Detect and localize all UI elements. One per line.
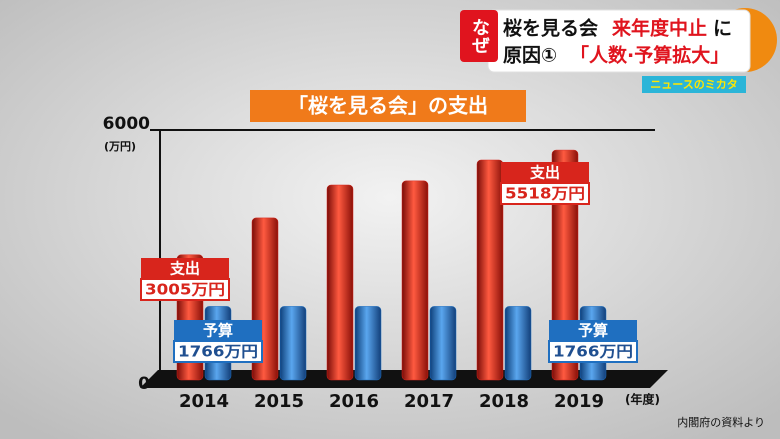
series-name: 予算: [578, 322, 608, 340]
value-label: 3005万円: [145, 281, 225, 299]
value-label-box: [140, 278, 230, 301]
bar: [279, 306, 307, 381]
x-tick-label: 2016: [329, 391, 379, 412]
x-tick-label: 2019: [554, 391, 604, 412]
value-label-box: [500, 182, 590, 205]
value-label: 1766万円: [178, 343, 258, 361]
series-name-box: [174, 320, 262, 341]
tag-box: [460, 10, 498, 62]
source: 内閣府の資料より: [677, 415, 765, 429]
value-label: 5518万円: [505, 185, 585, 203]
series-name: 予算: [203, 322, 233, 340]
series-name: 支出: [529, 164, 560, 182]
series-name: 支出: [169, 260, 200, 278]
value-label: 1766万円: [553, 343, 633, 361]
headline: 桜を見る会: [503, 17, 598, 40]
x-unit: (年度): [625, 392, 660, 407]
series-name-box: [501, 162, 589, 183]
bar: [401, 180, 429, 381]
y-tick-label: 6000: [103, 114, 150, 134]
tag: なぜ: [469, 18, 490, 54]
x-tick-label: 2018: [479, 391, 529, 412]
bar: [476, 159, 504, 381]
bar: [504, 306, 532, 381]
y-unit: (万円): [104, 140, 136, 153]
bar: [354, 306, 382, 381]
y-tick-label: 0: [138, 374, 150, 394]
value-label-box: [173, 340, 263, 363]
headline: 来年度中止: [612, 17, 707, 40]
bar: [326, 184, 354, 381]
bar: [429, 306, 457, 381]
headline: に: [713, 18, 732, 40]
headline: 原因①: [503, 45, 557, 67]
title-box: [250, 90, 526, 122]
series-name-box: [141, 258, 229, 279]
headline: 「人数·予算拡大」: [570, 44, 729, 67]
x-tick-label: 2014: [179, 391, 229, 412]
corner-label: ニュースのミカタ: [650, 78, 737, 91]
x-tick-label: 2015: [254, 391, 304, 412]
series-name-box: [549, 320, 637, 341]
x-tick-label: 2017: [404, 391, 454, 412]
corner-box: [642, 76, 746, 93]
chart-title: 「桜を見る会」の支出: [288, 94, 488, 118]
value-label-box: [548, 340, 638, 363]
